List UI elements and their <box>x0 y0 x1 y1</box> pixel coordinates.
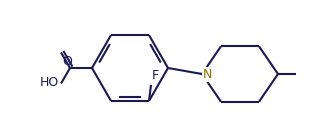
Text: HO: HO <box>40 76 59 89</box>
Text: N: N <box>203 68 212 81</box>
Text: O: O <box>62 55 72 68</box>
Text: F: F <box>152 69 159 82</box>
